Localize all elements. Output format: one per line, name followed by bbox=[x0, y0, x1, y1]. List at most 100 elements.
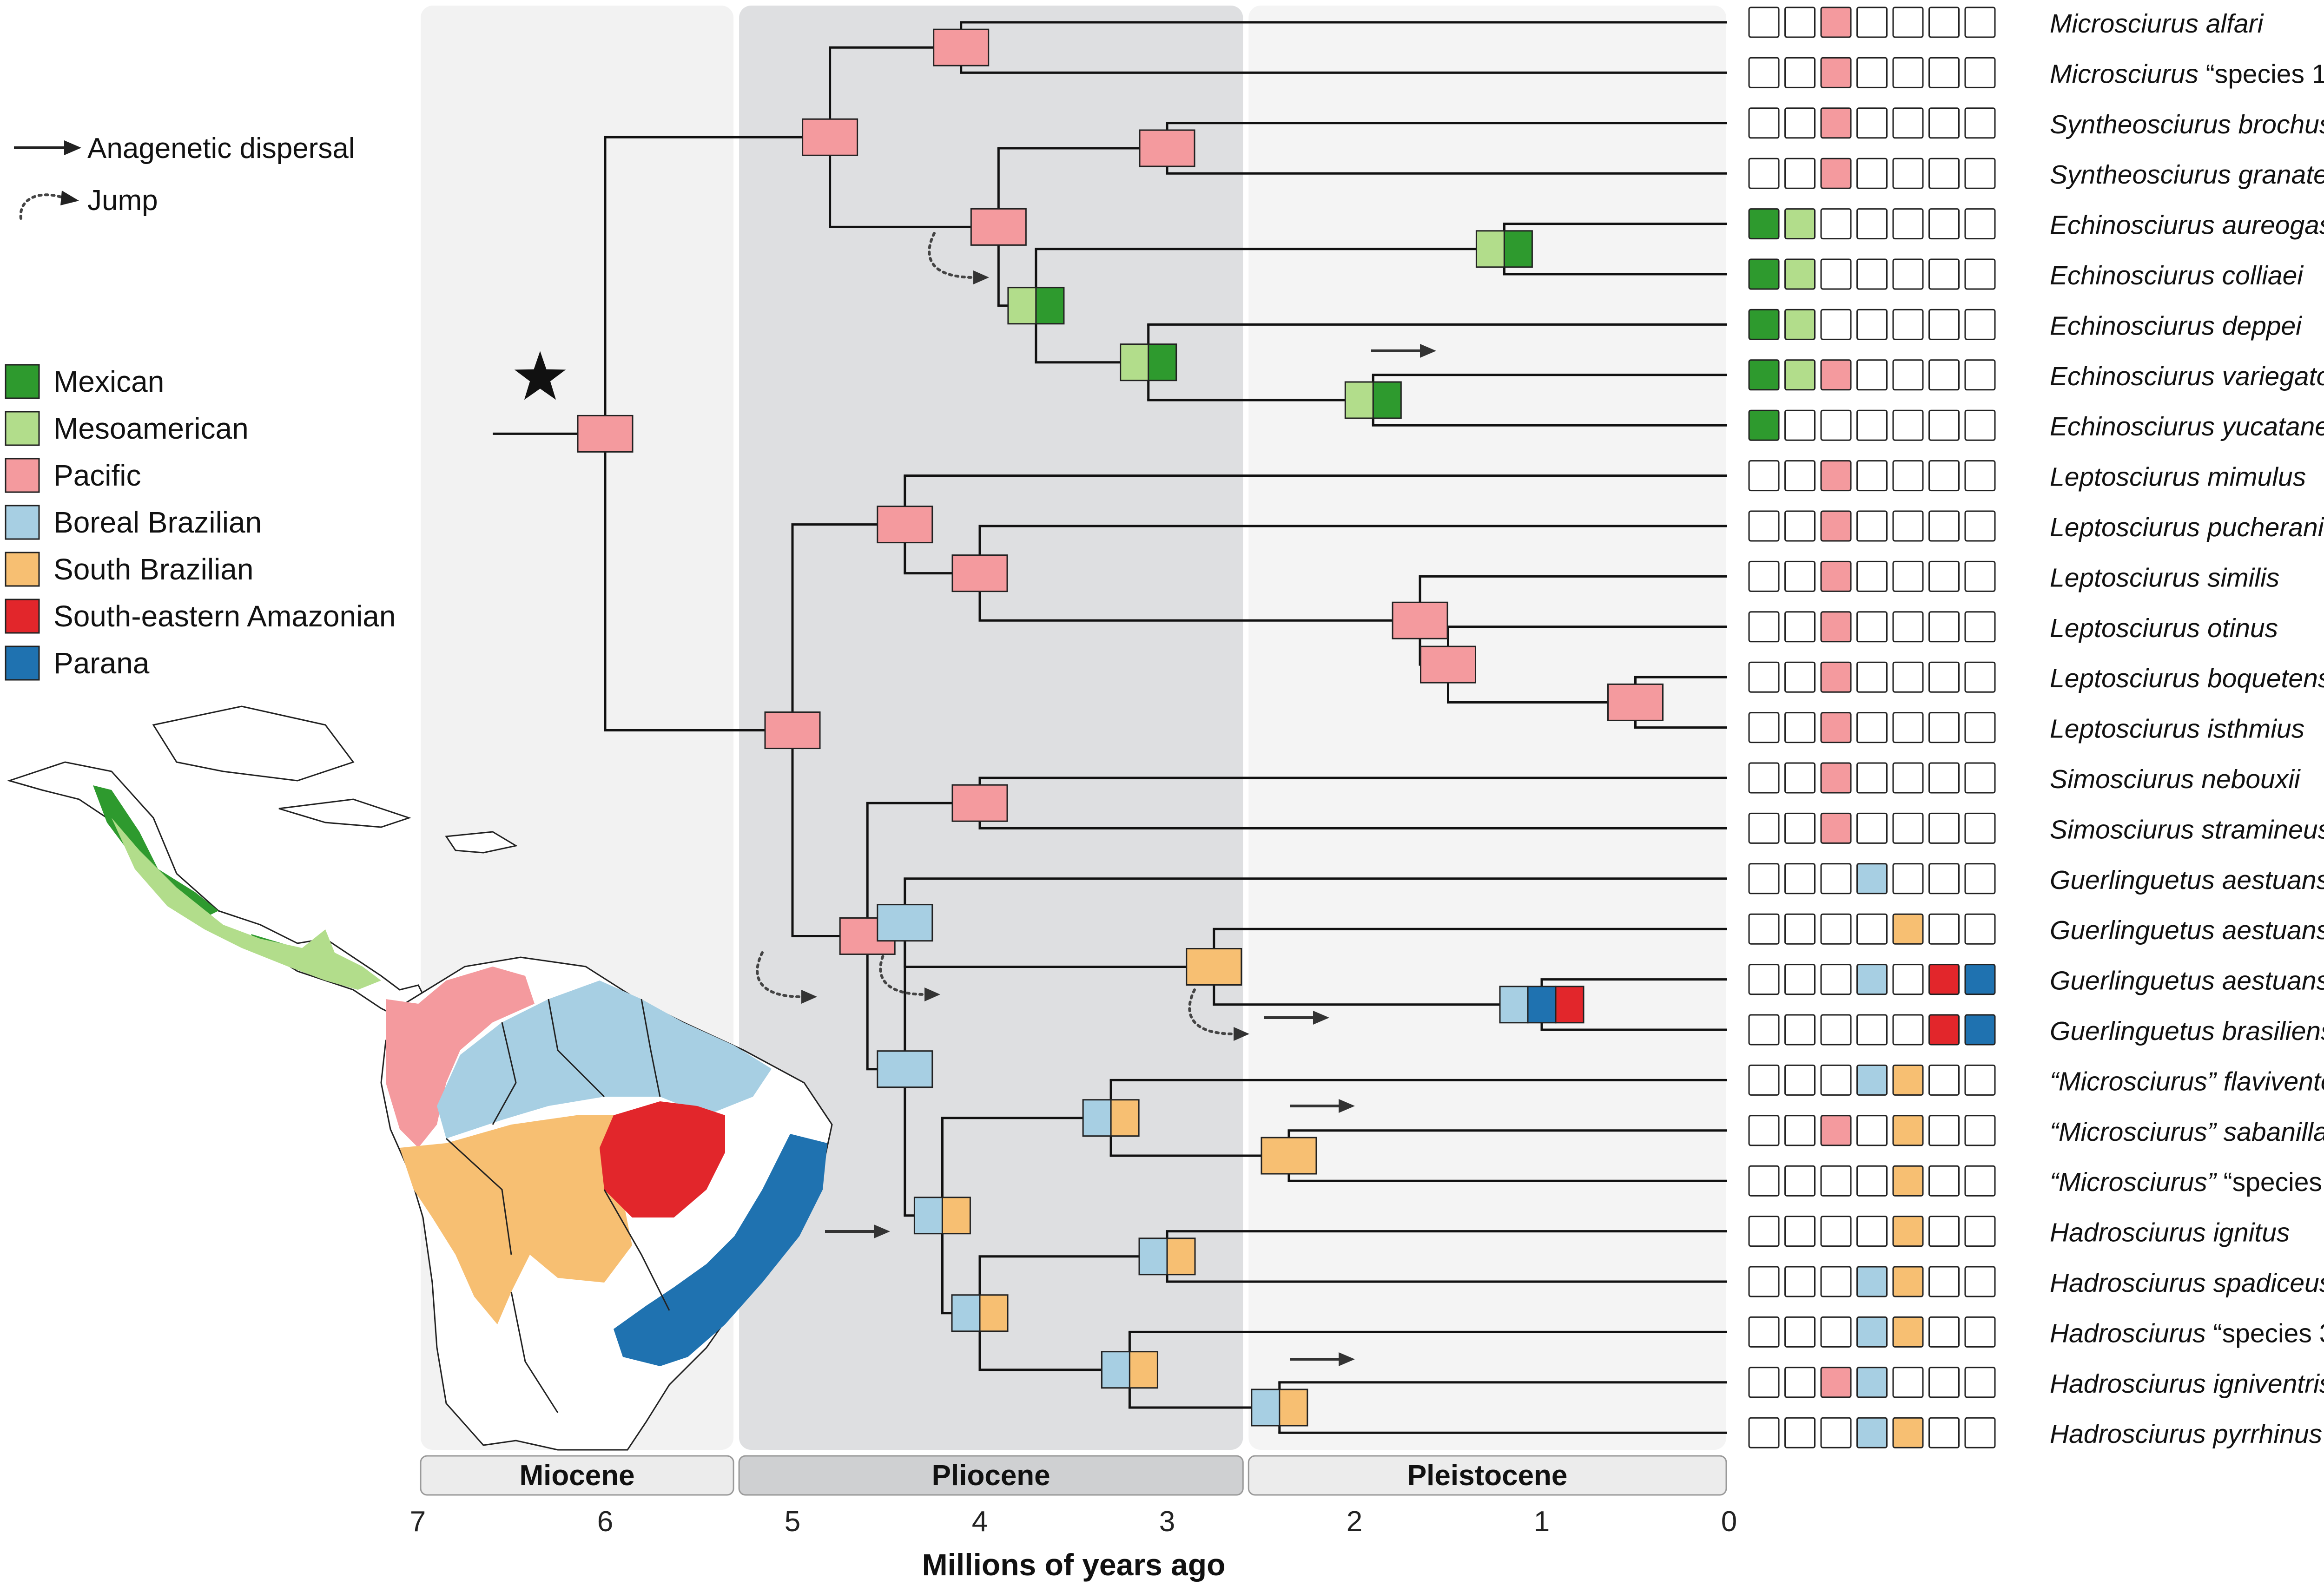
taxon-epithet: flaviventer bbox=[2216, 1066, 2324, 1096]
matrix-cell-boreal bbox=[1856, 460, 1888, 492]
matrix-cell-se_amazonian bbox=[1928, 1367, 1960, 1398]
matrix-cell-south_brazilian bbox=[1892, 309, 1924, 340]
taxon-genus: Echinosciurus bbox=[2050, 261, 2215, 290]
matrix-cell-parana bbox=[1964, 208, 1996, 240]
taxon-genus: Microsciurus bbox=[2050, 9, 2199, 39]
node-range-boreal bbox=[951, 1294, 981, 1332]
jump-dispersal-arrow-head bbox=[924, 987, 940, 1001]
matrix-cell-boreal bbox=[1856, 913, 1888, 945]
matrix-cell-pacific bbox=[1820, 158, 1852, 189]
matrix-cell-pacific bbox=[1820, 1417, 1852, 1448]
legend: Anagenetic dispersal Jump Mexican Mesoameri… bbox=[5, 132, 396, 681]
epoch-header bbox=[738, 1455, 1244, 1496]
node-range-south_brazilian bbox=[941, 1197, 971, 1235]
legend-swatch-mexican bbox=[5, 364, 40, 399]
matrix-cell-boreal bbox=[1856, 712, 1888, 744]
matrix-cell-south_brazilian bbox=[1892, 812, 1924, 844]
matrix-cell-mesoamerican bbox=[1784, 460, 1816, 492]
matrix-cell-pacific bbox=[1820, 1367, 1852, 1398]
legend-label-se_amazonian: South-eastern Amazonian bbox=[53, 599, 396, 633]
node-range-mesoamerican bbox=[1344, 381, 1374, 419]
taxon-epithet: yucatanensis bbox=[2215, 412, 2324, 441]
taxon-genus: Syntheosciurus bbox=[2050, 160, 2231, 190]
matrix-cell-mesoamerican bbox=[1784, 964, 1816, 995]
matrix-cell-parana bbox=[1964, 258, 1996, 290]
matrix-cell-pacific bbox=[1820, 1014, 1852, 1046]
node-range-pacific bbox=[764, 711, 821, 750]
matrix-cell-pacific bbox=[1820, 7, 1852, 38]
taxon-label: “Microsciurus” flaviventer bbox=[2050, 1066, 2324, 1096]
node-range-boreal bbox=[1138, 1237, 1168, 1276]
matrix-cell-pacific bbox=[1820, 560, 1852, 592]
matrix-cell-mesoamerican bbox=[1784, 359, 1816, 391]
legend-swatch-south_brazilian bbox=[5, 552, 40, 587]
jump-dispersal-arrow bbox=[756, 951, 803, 998]
taxon-epithet: aestuans bbox=[2215, 865, 2324, 895]
taxon-epithet: colliaei bbox=[2215, 261, 2304, 290]
matrix-cell-mesoamerican bbox=[1784, 7, 1816, 38]
matrix-cell-mesoamerican bbox=[1784, 1115, 1816, 1146]
node-range-boreal bbox=[1101, 1351, 1130, 1389]
taxon-genus: Leptosciurus bbox=[2050, 664, 2200, 693]
taxon-epithet: granatensis bbox=[2231, 160, 2324, 190]
matrix-cell-boreal bbox=[1856, 258, 1888, 290]
matrix-cell-parana bbox=[1964, 762, 1996, 794]
matrix-cell-pacific bbox=[1820, 913, 1852, 945]
matrix-cell-parana bbox=[1964, 1064, 1996, 1096]
matrix-cell-mexican bbox=[1748, 1417, 1780, 1448]
matrix-cell-pacific bbox=[1820, 359, 1852, 391]
taxon-epithet: sabanillae bbox=[2216, 1117, 2324, 1147]
matrix-cell-boreal bbox=[1856, 1216, 1888, 1247]
matrix-cell-se_amazonian bbox=[1928, 208, 1960, 240]
matrix-cell-pacific bbox=[1820, 309, 1852, 340]
map-border bbox=[510, 1291, 559, 1413]
matrix-cell-parana bbox=[1964, 611, 1996, 643]
time-axis: 7 6 5 4 3 2 1 0 Millions of years ago bbox=[410, 1500, 1737, 1582]
matrix-cell-parana bbox=[1964, 1216, 1996, 1247]
node-range-south_brazilian bbox=[1261, 1137, 1317, 1175]
matrix-cell-se_amazonian bbox=[1928, 1316, 1960, 1348]
node-range-pacific bbox=[951, 784, 1008, 822]
matrix-cell-pacific bbox=[1820, 1266, 1852, 1297]
matrix-cell-south_brazilian bbox=[1892, 57, 1924, 88]
matrix-cell-pacific bbox=[1820, 460, 1852, 492]
taxon-epithet: boquetensis bbox=[2200, 664, 2324, 693]
taxon-genus: Leptosciurus bbox=[2050, 462, 2200, 492]
matrix-cell-boreal bbox=[1856, 7, 1888, 38]
taxon-label: Leptosciurus similis bbox=[2050, 563, 2279, 592]
matrix-cell-mexican bbox=[1748, 258, 1780, 290]
legend-jump-label: Jump bbox=[87, 184, 158, 217]
matrix-cell-mexican bbox=[1748, 913, 1780, 945]
matrix-cell-south_brazilian bbox=[1892, 107, 1924, 139]
taxon-label: Echinosciurus variegatoides bbox=[2050, 362, 2324, 391]
taxon-label: Echinosciurus colliaei bbox=[2050, 261, 2304, 290]
taxon-genus: Hadrosciurus bbox=[2050, 1369, 2206, 1399]
matrix-cell-pacific bbox=[1820, 510, 1852, 542]
matrix-cell-parana bbox=[1964, 1367, 1996, 1398]
matrix-cell-se_amazonian bbox=[1928, 107, 1960, 139]
node-range-pacific bbox=[1607, 683, 1664, 721]
node-range-south_brazilian bbox=[979, 1294, 1009, 1332]
matrix-cell-mexican bbox=[1748, 158, 1780, 189]
taxon-genus: Echinosciurus bbox=[2050, 362, 2215, 391]
tick-label: 4 bbox=[972, 1506, 988, 1538]
jump-dispersal-arrow bbox=[1188, 988, 1235, 1035]
matrix-cell-mesoamerican bbox=[1784, 158, 1816, 189]
taxon-genus: Hadrosciurus bbox=[2050, 1218, 2206, 1248]
matrix-cell-pacific bbox=[1820, 661, 1852, 693]
dispersal-events bbox=[756, 232, 1436, 1366]
matrix-cell-pacific bbox=[1820, 1316, 1852, 1348]
taxon-genus: Hadrosciurus bbox=[2050, 1419, 2206, 1449]
matrix-cell-boreal bbox=[1856, 359, 1888, 391]
matrix-cell-boreal bbox=[1856, 1417, 1888, 1448]
taxon-note: “species 3” bbox=[2206, 1318, 2324, 1348]
epoch-header bbox=[420, 1455, 734, 1496]
node-range-pacific bbox=[877, 506, 933, 544]
taxon-note: “species 2” bbox=[2216, 1167, 2324, 1197]
legend-swatch-parana bbox=[5, 645, 40, 681]
matrix-cell-pacific bbox=[1820, 258, 1852, 290]
map-region-south-brazilian bbox=[400, 1115, 632, 1324]
matrix-cell-parana bbox=[1964, 158, 1996, 189]
matrix-cell-pacific bbox=[1820, 57, 1852, 88]
axis-title: Millions of years ago bbox=[922, 1547, 1226, 1582]
